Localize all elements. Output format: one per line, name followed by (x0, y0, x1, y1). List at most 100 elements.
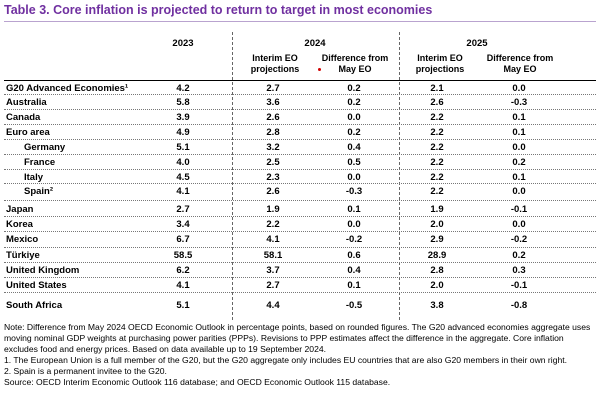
cell-d2024: -0.3 (345, 186, 363, 197)
cell-v2023: 4.0 (176, 157, 190, 168)
header-divider (4, 80, 596, 81)
row-label: Mexico (6, 234, 39, 245)
cell-v2023: 6.2 (176, 265, 190, 276)
row-separator (4, 247, 596, 248)
row-label: Australia (6, 97, 47, 108)
cell-v2023: 4.1 (176, 280, 190, 291)
cell-d2024: 0.0 (347, 219, 361, 230)
cell-v2023: 3.9 (176, 112, 190, 123)
year-header-2025: 2025 (466, 38, 488, 49)
row-separator (4, 183, 596, 184)
row-label: France (24, 157, 56, 168)
cell-p2025: 2.8 (430, 265, 444, 276)
cell-d2024: 0.2 (347, 97, 361, 108)
cell-p2025: 2.2 (430, 186, 444, 197)
row-label: Italy (24, 172, 44, 183)
subheader-difference-2025: Difference from May EO (480, 53, 560, 75)
cell-v2023: 3.4 (176, 219, 190, 230)
cell-p2024: 3.2 (266, 142, 280, 153)
row-label: Spain² (24, 186, 54, 197)
cell-d2025: -0.1 (510, 280, 528, 291)
table-row: Australia 5.8 3.6 0.2 2.6 -0.3 (0, 97, 600, 111)
cell-d2025: 0.0 (512, 142, 526, 153)
row-separator (4, 231, 596, 232)
table-row: Korea 3.4 2.2 0.0 2.0 0.0 (0, 219, 600, 233)
cell-d2024: -0.5 (345, 300, 363, 311)
table-title: Table 3. Core inflation is projected to … (4, 3, 433, 17)
table-row: Germany 5.1 3.2 0.4 2.2 0.0 (0, 142, 600, 156)
row-label: Germany (24, 142, 66, 153)
table-row: G20 Advanced Economies¹ 4.2 2.7 0.2 2.1 0.0 (0, 83, 600, 97)
cell-p2025: 2.2 (430, 172, 444, 183)
cell-d2024: 0.4 (347, 142, 361, 153)
year-header-2024: 2024 (304, 38, 326, 49)
cell-v2023: 4.9 (176, 127, 190, 138)
cell-d2025: 0.2 (512, 157, 526, 168)
row-separator (4, 94, 596, 95)
table-row: United Kingdom 6.2 3.7 0.4 2.8 0.3 (0, 265, 600, 279)
table-row: Mexico 6.7 4.1 -0.2 2.9 -0.2 (0, 234, 600, 248)
cell-v2023: 6.7 (176, 234, 190, 245)
table-row: Türkiye 58.5 58.1 0.6 28.9 0.2 (0, 250, 600, 264)
cell-p2024: 3.7 (266, 265, 280, 276)
cell-p2025: 2.2 (430, 127, 444, 138)
source-note: Source: OECD Interim Economic Outlook 11… (4, 377, 391, 387)
cell-p2025: 2.0 (430, 219, 444, 230)
subheader-difference-2024: Difference from May EO (315, 53, 395, 75)
subheader-interim-line2: projections (250, 64, 300, 74)
row-separator (4, 124, 596, 125)
cell-p2024: 2.6 (266, 112, 280, 123)
cell-d2025: -0.3 (510, 97, 528, 108)
year-header-2023: 2023 (172, 38, 194, 49)
cell-d2024: -0.2 (345, 234, 363, 245)
row-separator (4, 139, 596, 140)
table-row: South Africa 5.1 4.4 -0.5 3.8 -0.8 (0, 300, 600, 314)
cell-v2023: 4.5 (176, 172, 190, 183)
cell-v2023: 2.7 (176, 204, 190, 215)
table-row: Canada 3.9 2.6 0.0 2.2 0.1 (0, 112, 600, 126)
cell-v2023: 5.1 (176, 142, 190, 153)
subheader-interim-2024: Interim EO projections (240, 53, 310, 75)
cell-d2024: 0.2 (347, 83, 361, 94)
footnote-1: 1. The European Union is a full member o… (4, 355, 568, 365)
cell-d2025: 0.3 (512, 265, 526, 276)
table-row: United States 4.1 2.7 0.1 2.0 -0.1 (0, 280, 600, 294)
cell-p2025: 2.2 (430, 112, 444, 123)
cell-d2024: 0.4 (347, 265, 361, 276)
cell-p2024: 58.1 (263, 250, 283, 261)
cell-p2024: 2.7 (266, 83, 280, 94)
cell-d2025: 0.2 (512, 250, 526, 261)
title-divider (4, 21, 596, 22)
cell-d2025: 0.1 (512, 112, 526, 123)
subheader-interim-line1: Interim EO (417, 53, 463, 63)
cell-v2023: 4.2 (176, 83, 190, 94)
cell-d2024: 0.6 (347, 250, 361, 261)
cell-p2025: 2.9 (430, 234, 444, 245)
subheader-difference-line1: Difference from (321, 53, 389, 63)
cell-v2023: 5.1 (176, 300, 190, 311)
cell-p2024: 2.2 (266, 219, 280, 230)
cell-d2025: 0.0 (512, 219, 526, 230)
row-label: United Kingdom (6, 265, 80, 276)
subheader-interim-line2: projections (415, 64, 465, 74)
cell-p2025: 3.8 (430, 300, 444, 311)
table-row: Spain² 4.1 2.6 -0.3 2.2 0.0 (0, 186, 600, 200)
row-separator (4, 292, 596, 293)
row-label: Canada (6, 112, 41, 123)
cell-p2024: 2.6 (266, 186, 280, 197)
cell-p2025: 2.2 (430, 142, 444, 153)
cell-v2023: 5.8 (176, 97, 190, 108)
row-separator (4, 109, 596, 110)
cell-p2024: 4.1 (266, 234, 280, 245)
footnote-2: 2. Spain is a permanent invitee to the G… (4, 366, 167, 376)
cell-p2024: 1.9 (266, 204, 280, 215)
cell-d2024: 0.1 (347, 204, 361, 215)
column-divider-2024 (232, 32, 233, 320)
cell-d2024: 0.0 (347, 172, 361, 183)
cell-p2024: 4.4 (266, 300, 280, 311)
row-separator (4, 169, 596, 170)
row-label: Korea (6, 219, 33, 230)
subheader-difference-line2: May EO (338, 64, 372, 74)
subheader-difference-line2: May EO (503, 64, 537, 74)
cell-p2024: 2.3 (266, 172, 280, 183)
